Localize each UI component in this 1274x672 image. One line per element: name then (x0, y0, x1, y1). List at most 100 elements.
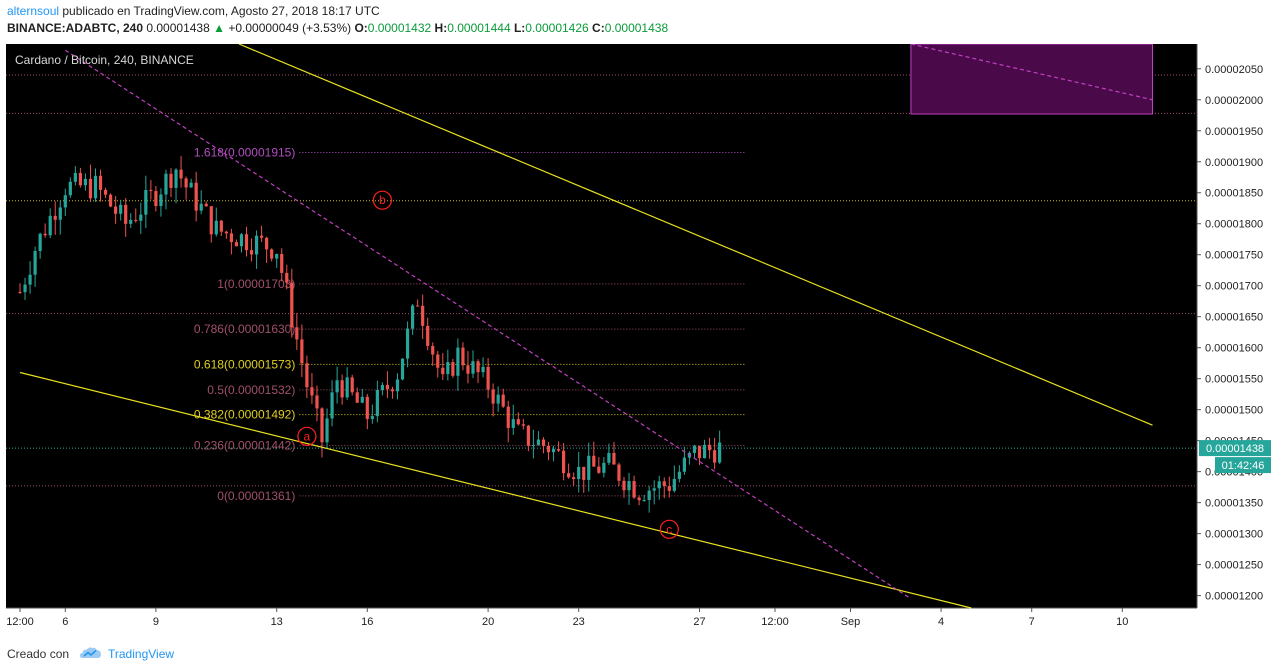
candle-up (682, 457, 686, 472)
candle-up (602, 462, 606, 473)
fib-label: 0.236(0.00001442) (194, 439, 295, 453)
candle-down (612, 452, 616, 465)
candle-down (300, 339, 304, 364)
candle-up (411, 305, 415, 329)
tradingview-cloud-icon[interactable] (79, 645, 103, 661)
candle-up (360, 396, 364, 403)
candle-down (53, 215, 57, 220)
x-tick-label: 4 (938, 616, 944, 628)
candle-up (627, 481, 631, 491)
candle-up (58, 207, 62, 220)
candle-down (667, 486, 671, 491)
low-value: 0.00001426 (525, 21, 589, 35)
x-tick-label: 20 (482, 616, 494, 628)
candle-down (315, 395, 319, 409)
published-text: publicado en TradingView.com, Agosto 27,… (62, 4, 380, 18)
candle-down (234, 242, 239, 247)
last-price-tag-label: 0.00001438 (1206, 443, 1264, 455)
candle-down (632, 481, 636, 498)
candle-down (355, 392, 359, 403)
y-tick-label: 0.00002050 (1205, 64, 1263, 76)
target-box (910, 44, 1154, 115)
candle-up (657, 481, 661, 489)
wave-label: c (666, 522, 672, 536)
y-tick-label: 0.00001350 (1205, 498, 1263, 510)
candle-up (159, 194, 163, 207)
candle-down (98, 175, 103, 190)
candle-down (390, 389, 395, 392)
candle-up (38, 233, 42, 252)
candle-down (340, 380, 344, 398)
x-tick-label: 10 (1116, 616, 1128, 628)
candle-down (114, 206, 118, 214)
candle-down (707, 444, 712, 451)
candle-down (431, 345, 435, 355)
time-axis[interactable] (6, 608, 1197, 636)
plot-area[interactable] (6, 44, 1197, 608)
candle-down (305, 363, 309, 388)
candle-up (335, 380, 339, 393)
candle-down (567, 473, 571, 478)
candle-down (521, 424, 525, 426)
y-tick-label: 0.00001700 (1205, 281, 1263, 293)
candle-up (68, 181, 72, 196)
candle-up (129, 219, 133, 224)
candle-down (486, 366, 490, 390)
candle-up (83, 178, 88, 186)
candle-up (330, 392, 334, 419)
candle-down (219, 220, 223, 232)
candle-up (144, 190, 148, 215)
wave-label: a (304, 429, 311, 443)
fib-label: 1.618(0.00001915) (194, 145, 295, 159)
candle-down (451, 362, 455, 376)
x-tick-label: 9 (153, 616, 159, 628)
candle-down (229, 233, 233, 243)
candle-down (43, 233, 47, 236)
candle-down (88, 178, 93, 199)
up-arrow-icon: ▲ (213, 21, 225, 35)
candle-up (48, 215, 52, 236)
candle-down (697, 445, 702, 459)
candle-down (592, 455, 596, 467)
chart-header: alternsoul publicado en TradingView.com,… (0, 0, 1274, 44)
y-tick-label: 0.00002000 (1205, 95, 1263, 107)
x-tick-label: Sep (841, 616, 861, 628)
candle-up (28, 274, 32, 285)
y-tick-label: 0.00001800 (1205, 219, 1263, 231)
candle-up (481, 366, 485, 373)
candle-down (280, 253, 284, 273)
candle-down (179, 169, 183, 179)
candle-down (290, 282, 294, 328)
candle-up (370, 416, 374, 419)
candle-down (310, 387, 314, 396)
y-tick-label: 0.00001300 (1205, 529, 1263, 541)
y-tick-label: 0.00001250 (1205, 560, 1263, 572)
candle-down (461, 347, 465, 366)
candle-up (214, 220, 218, 235)
candle-up (511, 419, 515, 428)
candle-down (249, 250, 254, 255)
change-value: ▲ +0.00000049 (+3.53%) (213, 21, 352, 35)
candle-down (506, 406, 510, 428)
candle-down (109, 194, 113, 207)
candle-up (400, 358, 405, 380)
wave-label-circle (659, 519, 679, 539)
x-tick-label: 6 (62, 616, 68, 628)
candle-up (642, 500, 646, 502)
candle-down (244, 234, 249, 251)
candle-down (637, 497, 641, 501)
tradingview-brand[interactable]: TradingView (108, 647, 175, 661)
candle-up (536, 439, 541, 445)
candle-down (466, 365, 470, 374)
candle-down (426, 325, 430, 346)
candle-up (164, 173, 168, 195)
candle-up (531, 444, 535, 446)
y-tick-label: 0.00001200 (1205, 591, 1263, 603)
candle-up (199, 203, 203, 211)
author-link[interactable]: alternsoul (7, 4, 60, 18)
candle-down (713, 450, 717, 463)
price-chart[interactable]: 1.618(0.00001915) 1(0.00001703) 0.786(0.00… (0, 44, 1274, 636)
price-axis[interactable] (1197, 44, 1274, 608)
y-tick-label: 0.00001550 (1205, 374, 1263, 386)
candle-up (23, 284, 27, 293)
